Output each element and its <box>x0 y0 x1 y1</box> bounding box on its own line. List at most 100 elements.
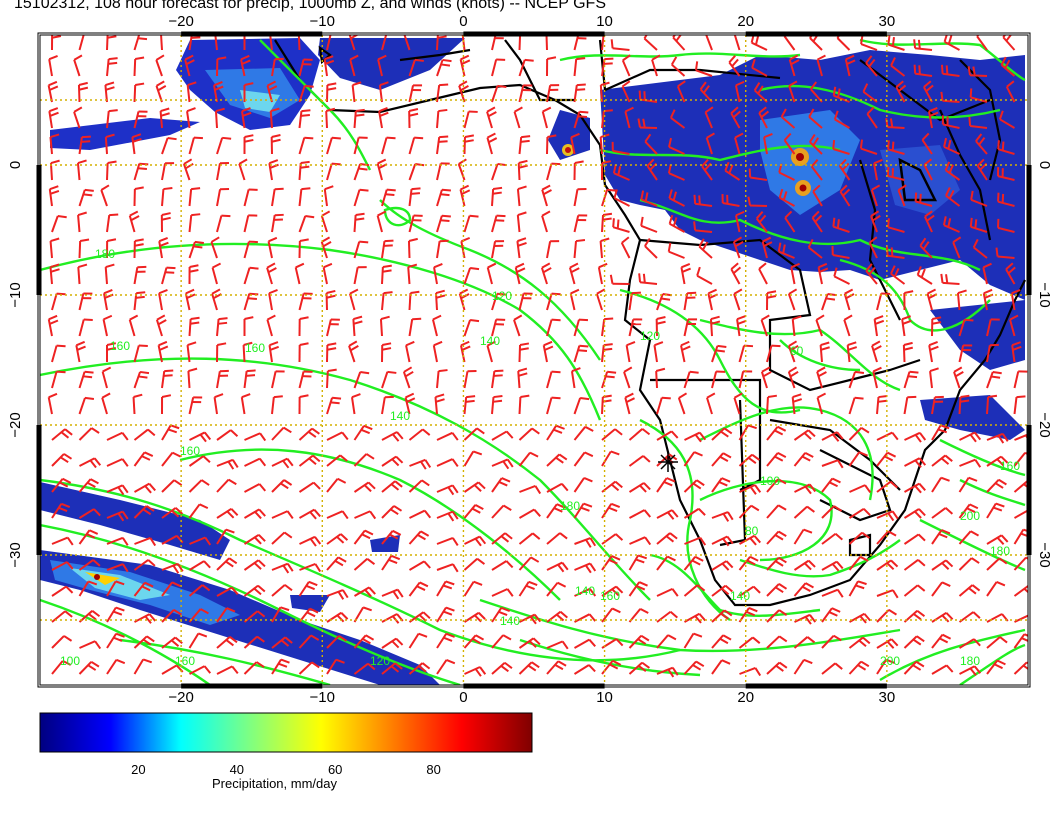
wind-barb <box>216 557 238 571</box>
wind-barb <box>766 635 788 649</box>
wind-barb <box>408 290 420 311</box>
wind-barb <box>738 636 761 649</box>
wind-barb <box>77 211 87 233</box>
wind-barb <box>381 431 404 442</box>
wind-barb <box>931 424 950 441</box>
wind-barb <box>637 118 658 129</box>
wind-barb <box>77 81 89 103</box>
wind-barb <box>574 537 597 548</box>
wind-barb <box>104 263 115 285</box>
wind-barb <box>51 561 74 571</box>
wind-barb <box>104 133 115 155</box>
wind-barb <box>326 396 342 415</box>
wind-barb <box>655 316 666 337</box>
colorbar-label: Precipitation, mm/day <box>212 776 337 791</box>
wind-barb <box>241 107 252 129</box>
wind-barb <box>573 425 594 441</box>
wind-barb <box>766 452 787 467</box>
wind-barb <box>463 395 476 415</box>
wind-barb <box>958 318 974 337</box>
wind-barb <box>78 478 99 493</box>
wind-barb <box>705 132 715 155</box>
wind-barb <box>133 162 149 181</box>
wind-barb <box>903 584 926 597</box>
contour-label: 140 <box>390 409 410 423</box>
wind-barb <box>739 667 762 677</box>
wind-barb <box>783 132 796 155</box>
wind-barb <box>986 636 1008 649</box>
wind-barb <box>601 659 622 675</box>
wind-barb <box>766 530 787 545</box>
wind-barb <box>683 632 703 649</box>
wind-barb <box>188 187 201 207</box>
wind-barb <box>944 161 961 181</box>
wind-barb <box>546 424 565 441</box>
wind-barb <box>677 392 688 415</box>
wind-barb <box>161 424 180 441</box>
wind-barb <box>243 584 266 597</box>
wind-barb <box>573 160 584 181</box>
wind-barb <box>188 632 208 649</box>
wind-barb <box>574 613 597 623</box>
wind-barb <box>821 634 842 649</box>
contour-label: 200 <box>960 509 980 523</box>
wind-barb <box>711 535 734 547</box>
wind-barb <box>656 555 676 571</box>
wind-barb <box>349 54 359 77</box>
wind-barb <box>133 238 144 259</box>
wind-barb <box>436 162 450 181</box>
wind-barb <box>106 632 125 649</box>
wind-barb <box>106 35 117 51</box>
wind-barb <box>711 560 734 571</box>
wind-barb <box>1014 433 1028 441</box>
wind-barb <box>353 371 370 389</box>
wind-barb <box>491 240 505 259</box>
wind-barb <box>407 237 418 259</box>
wind-barb <box>491 292 507 311</box>
wind-barb <box>516 211 527 233</box>
wind-barb <box>541 210 551 233</box>
wind-barb <box>431 314 442 337</box>
contour-label: 160 <box>600 589 620 603</box>
wind-barb <box>931 581 951 597</box>
wind-barb <box>573 664 596 675</box>
wind-barb <box>298 109 311 129</box>
contour-label: 140 <box>575 584 595 598</box>
wind-barb <box>986 432 1009 444</box>
wind-barb <box>436 83 449 103</box>
wind-barb <box>161 636 183 649</box>
wind-barb <box>808 108 823 129</box>
wind-barb <box>76 159 87 181</box>
wind-barb <box>569 288 580 311</box>
wind-barb <box>788 54 800 77</box>
wind-barb <box>353 481 376 493</box>
wind-barb <box>694 61 713 77</box>
wind-barb <box>684 536 707 546</box>
wind-barb <box>733 392 743 415</box>
wind-barb <box>491 588 514 597</box>
wind-barb <box>601 607 621 623</box>
wind-barb <box>133 428 156 441</box>
wind-barb <box>730 262 742 285</box>
wind-barb <box>986 557 1008 571</box>
wind-barb <box>354 510 377 520</box>
wind-barb <box>106 536 129 546</box>
wind-barb <box>381 505 403 519</box>
wind-barb <box>133 110 148 129</box>
wind-barb <box>791 315 802 337</box>
wind-barb <box>986 613 1009 623</box>
wind-barb <box>458 288 470 311</box>
wind-barb <box>133 370 150 389</box>
wind-barb <box>381 529 402 545</box>
wind-barb <box>106 160 117 181</box>
lat-lon-grid <box>40 35 1028 685</box>
wind-barb <box>791 393 803 415</box>
wind-barb <box>873 158 883 181</box>
wind-barb <box>353 162 370 181</box>
wind-barb <box>793 658 813 675</box>
wind-barb <box>491 318 506 337</box>
wind-barb <box>843 288 855 311</box>
wind-barb <box>186 107 196 129</box>
wind-barb <box>721 194 740 207</box>
wind-barb <box>188 584 211 597</box>
